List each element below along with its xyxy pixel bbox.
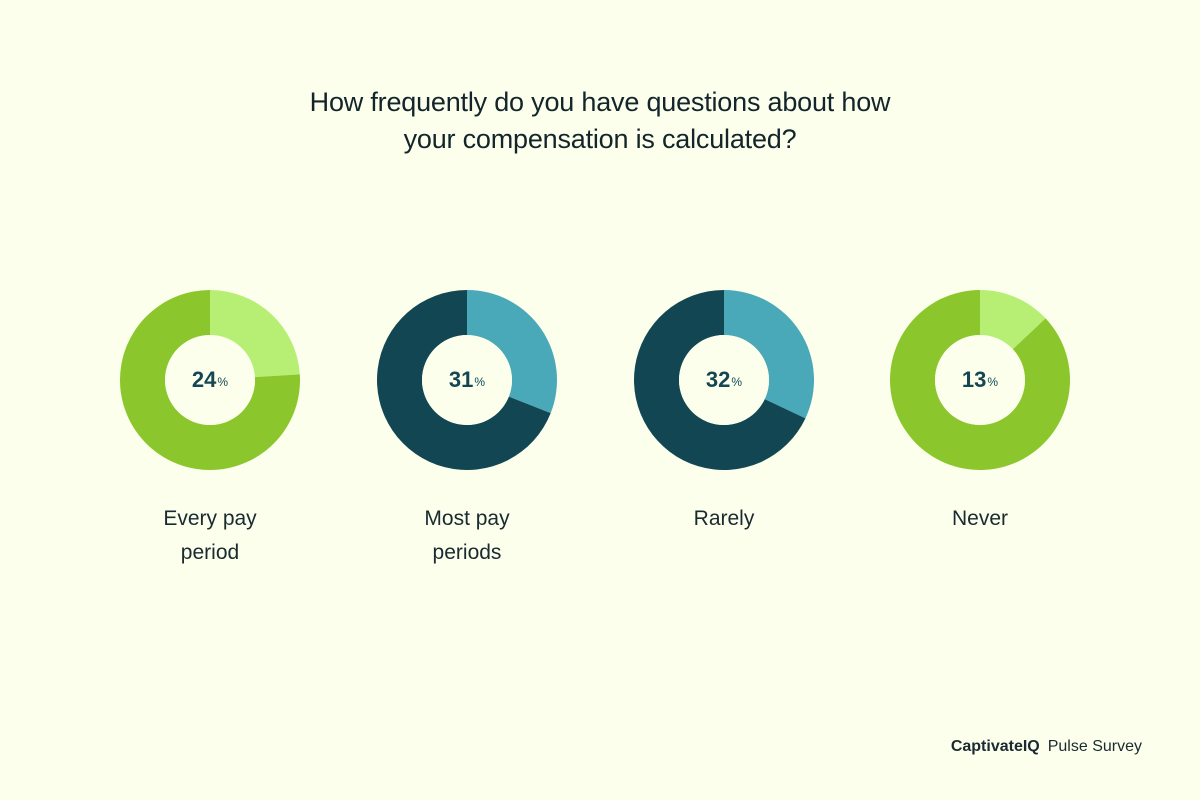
donut-chart-icon bbox=[377, 290, 557, 470]
category-label: Every pay period bbox=[163, 507, 257, 564]
donut-chart-icon bbox=[890, 290, 1070, 470]
donut-rarely: 32% bbox=[634, 290, 814, 470]
percent-label: 24% bbox=[191, 367, 229, 392]
donut-every-pay-period: 24% bbox=[120, 290, 300, 470]
donut-most-pay-periods: 31% bbox=[377, 290, 557, 470]
title-line-1: How frequently do you have questions abo… bbox=[309, 87, 891, 117]
donut-chart-icon bbox=[634, 290, 814, 470]
percent-label: 31% bbox=[448, 367, 486, 392]
donut-never: 13% bbox=[890, 290, 1070, 470]
title-line-2: your compensation is calculated? bbox=[403, 124, 797, 154]
brand-logo-text: CaptivateIQ bbox=[950, 738, 1040, 755]
category-label: Never bbox=[951, 507, 1009, 530]
footer-credit: CaptivateIQ Pulse Survey bbox=[951, 738, 1142, 756]
percent-label: 13% bbox=[961, 367, 999, 392]
category-label: Rarely bbox=[693, 507, 755, 530]
survey-name: Pulse Survey bbox=[1047, 738, 1142, 755]
donut-chart-icon bbox=[120, 290, 300, 470]
category-label: Most pay periods bbox=[424, 507, 510, 564]
chart-title: How frequently do you have questions abo… bbox=[0, 84, 1200, 158]
percent-label: 32% bbox=[705, 367, 743, 392]
